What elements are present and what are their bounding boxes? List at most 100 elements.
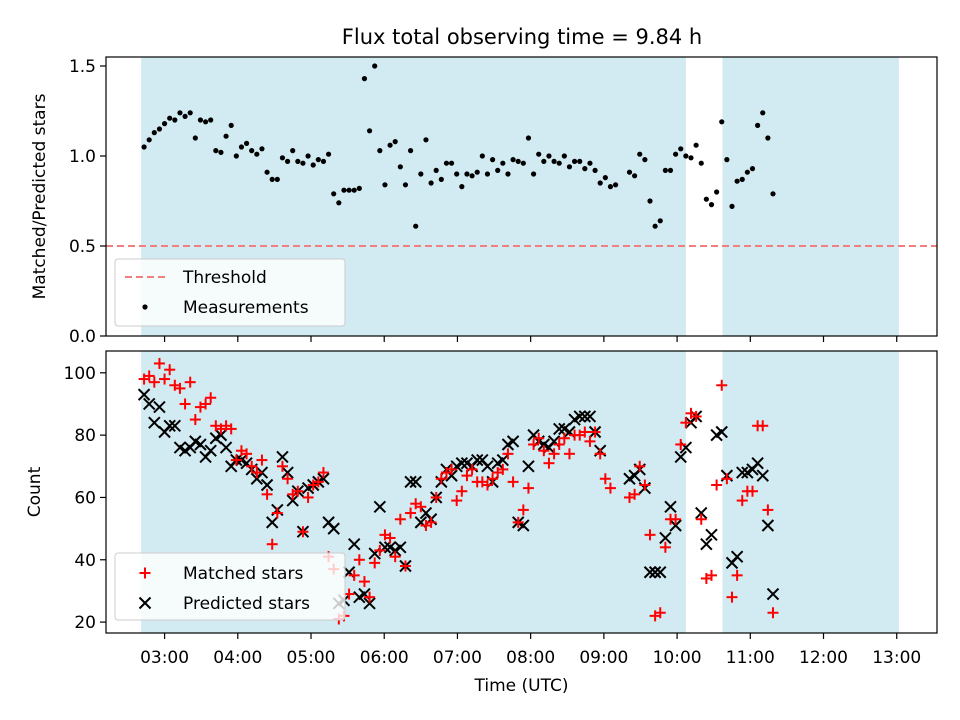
matched-star-marker [164,364,176,376]
measurement-point [647,198,653,204]
matched-star-marker [435,473,447,485]
matched-star-marker [533,432,545,444]
predicted-star-marker [470,453,484,467]
matched-star-marker [746,485,758,497]
measurement-point [642,157,648,163]
measurement-point [187,110,193,116]
chart-title: Flux total observing time = 9.84 h [342,25,702,49]
measurement-point [423,137,429,143]
predicted-star-marker [648,566,662,579]
measurement-point [474,169,480,175]
predicted-star-marker [715,425,728,439]
predicted-star-marker [276,450,289,464]
matched-star-marker [430,491,442,503]
measurement-point [167,115,173,121]
count-legend-box [114,552,346,621]
predicted-star-marker [751,456,764,470]
measurement-point [238,144,245,150]
measurement-point [454,171,460,177]
measurement-point [182,113,188,119]
matched-star-marker [282,473,294,485]
matched-star-marker [584,435,596,447]
measurement-point [392,139,398,145]
predicted-star-marker [552,422,566,436]
predicted-star-marker [506,435,520,448]
matched-star-marker [153,357,165,369]
measurement-point [438,176,444,182]
matched-star-marker [599,473,611,485]
measurement-point [448,160,455,166]
matched-star-marker [517,504,529,516]
matched-star-marker [589,426,601,438]
predicted-star-marker [573,410,586,423]
predicted-star-marker [578,410,592,423]
ratio-y-tick-label: 1.0 [69,147,96,167]
measurement-point [243,140,250,146]
matched-star-marker [261,488,273,500]
legend-cross-marker [138,596,152,610]
measurement-point [366,128,373,134]
measurement-point [443,160,450,166]
measurement-point [192,135,198,141]
matched-star-marker [358,576,370,588]
matched-star-marker [461,470,473,482]
matched-star-marker [502,448,514,460]
matched-star-marker [312,476,324,488]
measurement-point [331,191,337,197]
count-y-tick-label: 60 [74,488,96,508]
measurement-point [582,166,588,172]
ratio-y-tick-label: 0.5 [69,237,96,257]
predicted-star-marker [265,516,279,529]
measurement-point [325,151,332,157]
measurement-point [320,158,327,164]
measurement-point [269,176,275,182]
predicted-star-marker [455,456,469,470]
predicted-star-marker [204,444,217,457]
measurement-point [520,160,526,166]
ratio-y-ticks: 0.0 0.5 1.0 1.5 [69,57,106,347]
predicted-star-marker [409,475,422,489]
predicted-star-marker [766,587,780,601]
count-y-ticks: 20 40 60 80 100 [64,364,106,633]
ratio-x-ticks [163,336,898,342]
count-y-tick-label: 80 [74,426,96,446]
measurement-point [341,187,347,193]
measurement-point [346,187,352,193]
matched-star-marker [690,410,702,422]
measurement-point [233,153,239,159]
measurement-point [197,117,204,123]
measurement-point [407,148,414,154]
predicted-star-marker [736,466,749,479]
measurement-point [418,171,424,177]
matched-star-marker [415,501,427,513]
measurement-point [151,130,157,136]
measurement-point [264,169,270,175]
matched-star-marker [451,495,463,507]
matched-star-marker [512,516,524,528]
legend-matched-swatch [139,567,151,579]
matched-star-marker [302,491,314,503]
measurement-point [208,117,214,123]
measurement-point [402,182,409,188]
count-panel: 20 40 60 80 100 03:00 04:00 05:00 06:00 07:00 08:… [25,350,938,696]
predicted-star-marker [347,537,361,551]
measurement-point [734,178,740,184]
measurement-point [688,155,694,161]
count-axes-frame [105,350,938,634]
predicted-star-marker [394,541,407,554]
matched-star-marker [225,423,237,435]
measurement-point [571,158,578,164]
measurement-point [202,119,209,125]
matched-star-marker [174,382,186,394]
measurement-point [587,160,593,166]
ratio-y-tick-label: 0.0 [69,327,96,347]
measurement-point [336,200,342,206]
matched-star-marker [200,398,212,410]
matched-star-marker [317,467,329,479]
measurement-point [719,119,725,125]
x-tick-label: 09:00 [579,648,628,668]
measurement-point [177,110,183,116]
matched-star-marker [456,485,468,497]
predicted-star-marker [756,469,769,482]
measurement-point [377,148,383,154]
